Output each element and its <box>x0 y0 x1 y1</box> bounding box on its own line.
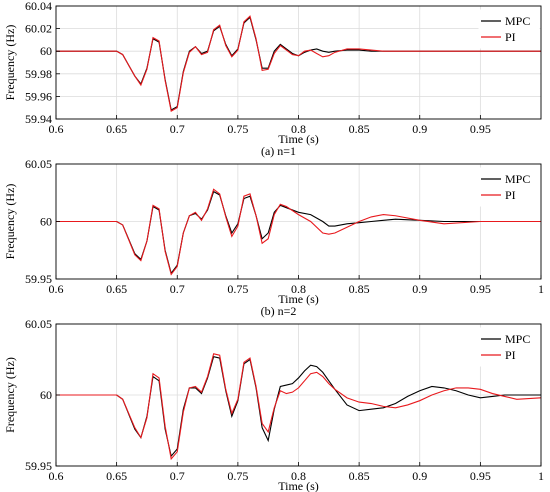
y-tick-label: 59.95 <box>25 459 52 473</box>
x-tick-label: 0.6 <box>49 469 64 483</box>
y-axis-label: Frequency (Hz) <box>3 184 17 260</box>
x-tick-label: 0.9 <box>412 282 427 296</box>
y-tick-label: 60.05 <box>25 157 52 171</box>
x-tick-label: 0.65 <box>106 469 127 483</box>
x-tick-label: 0.7 <box>170 122 185 136</box>
x-tick-label: 0.8 <box>291 282 306 296</box>
y-tick-label: 59.98 <box>25 67 52 81</box>
x-tick-label: 0.85 <box>349 469 370 483</box>
x-axis-label: Time (s) <box>278 292 319 306</box>
legend-box <box>478 327 540 367</box>
legend-label-pi: PI <box>505 188 516 202</box>
x-tick-label: 0.65 <box>106 282 127 296</box>
y-axis-label: Frequency (Hz) <box>3 357 17 433</box>
x-tick-label: 0.8 <box>291 469 306 483</box>
x-tick-label: 0.7 <box>170 469 185 483</box>
legend-label-pi: PI <box>505 30 516 44</box>
y-axis-label: Frequency (Hz) <box>3 25 17 101</box>
x-tick-label: 1 <box>538 469 544 483</box>
y-tick-label: 59.94 <box>25 112 52 126</box>
x-tick-label: 0.95 <box>470 282 491 296</box>
y-tick-label: 59.96 <box>25 89 52 103</box>
x-tick-label: 0.8 <box>291 122 306 136</box>
x-tick-label: 0.6 <box>49 282 64 296</box>
panel-caption: (b) n=2 <box>261 304 297 318</box>
chart-panel-1: 0.6 0.65 0.7 0.75 0.8 0.85 0.9 0.95 59.94 59.96 59… <box>3 0 542 158</box>
series-line-pi <box>56 15 541 112</box>
legend: MPC PI <box>478 9 540 49</box>
chart-panel-3: 0.6 0.65 0.7 0.75 0.8 0.85 0.9 0.95 1 59.95 60 60.0… <box>3 317 544 492</box>
chart-panel-2: 0.6 0.65 0.7 0.75 0.8 0.85 0.9 0.95 1 59.95 60 60.0… <box>3 157 544 318</box>
x-tick-label: 0.65 <box>106 122 127 136</box>
legend-label-pi: PI <box>505 348 516 362</box>
y-tick-label: 59.95 <box>25 272 52 286</box>
panel-caption: (a) n=1 <box>261 144 296 158</box>
x-tick-label: 0.75 <box>227 469 248 483</box>
x-tick-label: 0.75 <box>227 122 248 136</box>
x-tick-label: 0.85 <box>349 122 370 136</box>
x-tick-label: 0.6 <box>49 122 64 136</box>
x-axis-label: Time (s) <box>278 132 319 146</box>
legend: MPC PI <box>478 167 540 207</box>
y-tick-label: 60 <box>40 215 52 229</box>
y-tick-label: 60.04 <box>25 0 52 13</box>
series-line-pi <box>56 353 541 461</box>
y-tick-label: 60.05 <box>25 317 52 331</box>
x-tick-label: 0.85 <box>349 282 370 296</box>
x-tick-label: 0.9 <box>412 122 427 136</box>
series-line-pi <box>56 188 541 276</box>
y-tick-label: 60 <box>40 44 52 58</box>
x-tick-label: 0.95 <box>470 122 491 136</box>
legend-box <box>478 9 540 49</box>
x-tick-label: 0.9 <box>412 469 427 483</box>
legend-label-mpc: MPC <box>505 172 530 186</box>
x-tick-label: 1 <box>538 282 544 296</box>
legend-box <box>478 167 540 207</box>
x-tick-label: 0.75 <box>227 282 248 296</box>
x-axis-label: Time (s) <box>278 479 319 492</box>
y-tick-label: 60 <box>40 388 52 402</box>
legend-label-mpc: MPC <box>505 332 530 346</box>
legend-label-mpc: MPC <box>505 14 530 28</box>
legend: MPC PI <box>478 327 540 367</box>
y-tick-label: 60.02 <box>25 22 52 36</box>
x-tick-label: 0.7 <box>170 282 185 296</box>
x-tick-label: 0.95 <box>470 469 491 483</box>
